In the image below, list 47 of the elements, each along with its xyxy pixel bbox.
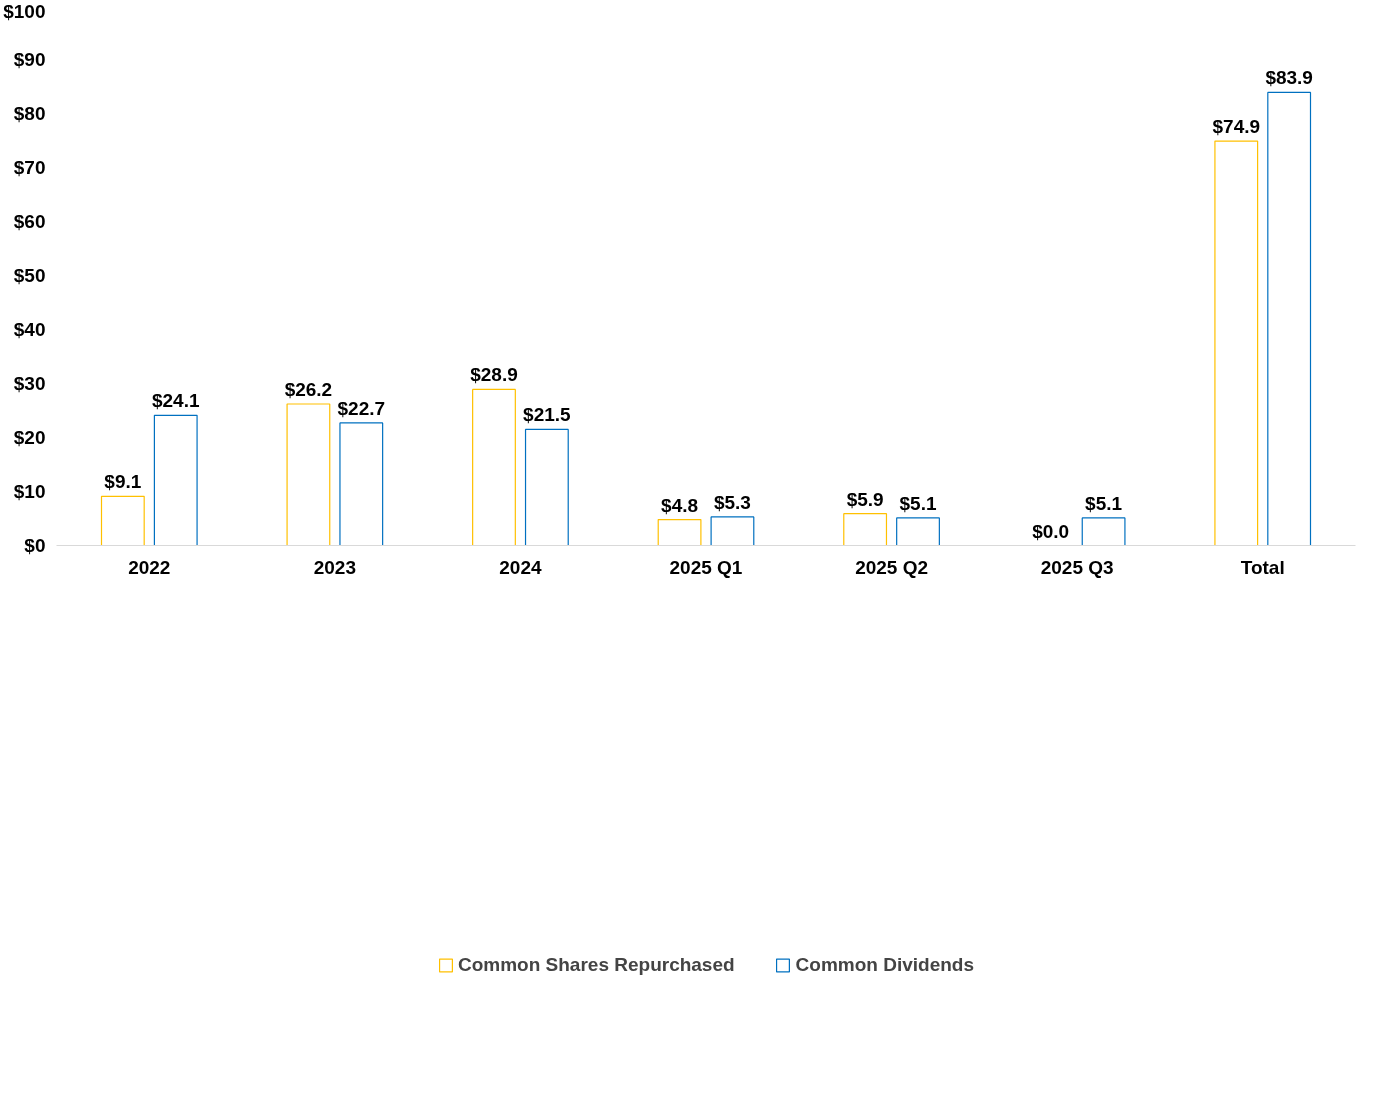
data-label: $21.5 (523, 404, 572, 426)
y-tick-label: $10 (13, 481, 46, 502)
bar (896, 517, 940, 546)
data-label: $9.1 (104, 471, 142, 493)
x-tick-label: 2025 Q2 (855, 556, 929, 578)
x-tick-label: 2025 Q1 (669, 556, 743, 578)
bar (339, 422, 384, 546)
y-tick-label: $40 (13, 319, 46, 340)
bar (100, 495, 145, 546)
bar (472, 388, 516, 546)
y-tick-label: $30 (13, 373, 46, 394)
y-tick-label: $0 (24, 535, 46, 556)
bar (657, 518, 702, 546)
bar (1214, 140, 1259, 546)
y-tick-label: $50 (13, 265, 46, 286)
y-tick-label: $80 (13, 103, 46, 124)
bar (843, 513, 888, 546)
bar (1081, 517, 1126, 546)
data-label: $5.1 (1085, 492, 1123, 514)
y-tick-label: $20 (13, 427, 46, 448)
x-tick-label: 2022 (128, 556, 171, 578)
data-label: $5.9 (846, 488, 884, 510)
bar (1267, 91, 1312, 546)
legend-label: Common Dividends (795, 953, 975, 976)
data-label: $74.9 (1212, 116, 1261, 138)
y-tick-label: $90 (13, 49, 46, 70)
data-label: $28.9 (470, 364, 518, 386)
data-label: $22.7 (337, 397, 386, 419)
bar (153, 414, 198, 546)
y-tick-label: $60 (13, 211, 46, 232)
y-tick-label: $70 (13, 157, 46, 178)
data-label: $5.1 (899, 492, 937, 514)
x-tick-label: 2025 Q3 (1040, 556, 1114, 578)
legend-label: Common Shares Repurchased (457, 953, 735, 976)
data-label: $26.2 (284, 379, 333, 401)
x-tick-label: 2023 (313, 556, 356, 578)
x-tick-label: Total (1240, 556, 1285, 578)
y-tick-label: $100 (3, 0, 46, 22)
data-label: $83.9 (1265, 67, 1313, 89)
bar (286, 403, 331, 546)
data-label: $24.1 (151, 390, 200, 412)
data-label: $4.8 (661, 494, 699, 516)
bar (524, 428, 569, 546)
data-label: $0.0 (1032, 520, 1070, 542)
x-tick-label: 2024 (499, 556, 542, 578)
data-label: $5.3 (713, 491, 751, 513)
bar (710, 516, 755, 546)
